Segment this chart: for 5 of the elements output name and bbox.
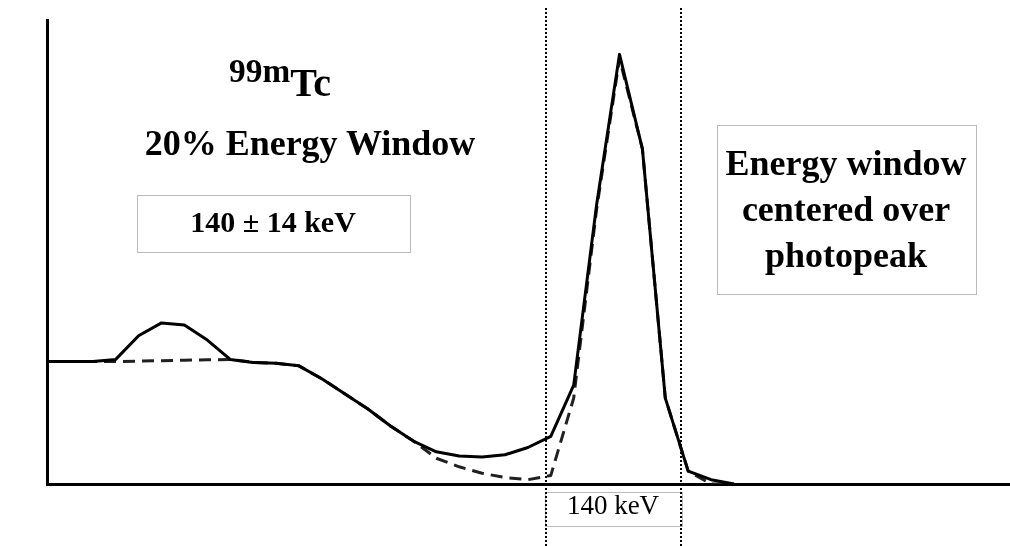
chart-title: $^{99m}$Tc (228, 52, 332, 107)
annotation: Energy window centered over photopeak (724, 142, 968, 278)
annotation: 140 ± 14 keV (189, 205, 357, 239)
text: 140 keV (565, 490, 661, 521)
text: 20% Energy Window (143, 122, 477, 164)
